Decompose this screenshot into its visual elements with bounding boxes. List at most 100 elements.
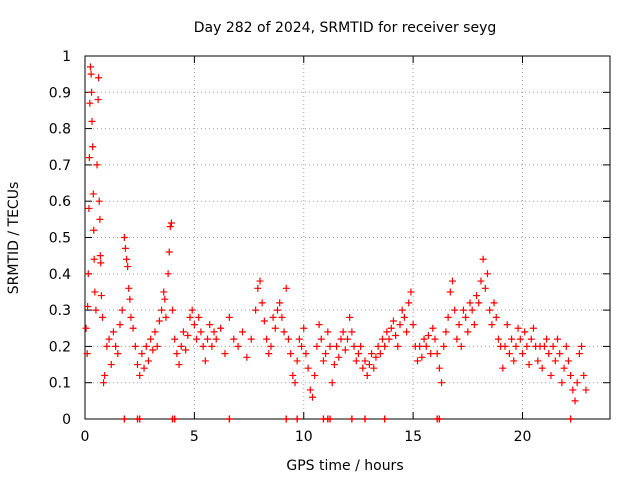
data-point — [91, 288, 99, 296]
data-point — [254, 284, 262, 292]
data-point — [195, 313, 203, 321]
baseline-point — [293, 415, 301, 423]
data-point — [330, 361, 338, 369]
data-point — [444, 313, 452, 321]
data-point — [562, 342, 570, 350]
data-point — [490, 299, 498, 307]
data-point — [155, 317, 163, 325]
data-point — [372, 353, 380, 361]
data-point — [529, 324, 537, 332]
data-point — [407, 288, 415, 296]
data-point — [184, 332, 192, 340]
data-point — [446, 288, 454, 296]
data-point — [82, 324, 90, 332]
data-point — [161, 295, 169, 303]
data-point — [438, 379, 446, 387]
data-point — [140, 364, 148, 372]
data-point — [95, 197, 103, 205]
data-point — [554, 335, 561, 343]
data-point — [217, 324, 225, 332]
data-point — [551, 357, 559, 365]
data-point — [424, 332, 432, 340]
data-point — [519, 350, 526, 358]
y-tick-label: 0.9 — [49, 85, 71, 101]
data-point — [278, 313, 286, 321]
data-point — [121, 244, 129, 252]
data-point — [97, 292, 105, 300]
data-point — [376, 350, 384, 358]
data-point — [481, 284, 489, 292]
baseline-markers — [120, 415, 575, 423]
data-point — [405, 299, 413, 307]
data-point — [543, 335, 551, 343]
baseline-point — [567, 415, 575, 423]
data-point — [341, 346, 349, 354]
data-point — [107, 361, 115, 369]
data-point — [90, 255, 98, 263]
data-point — [357, 342, 365, 350]
data-point — [523, 342, 531, 350]
data-point — [409, 321, 417, 329]
baseline-point — [120, 415, 128, 423]
data-point — [505, 350, 513, 358]
data-point — [221, 350, 229, 358]
data-point — [274, 306, 281, 314]
x-axis-label: GPS time / hours — [286, 458, 403, 474]
data-point — [234, 342, 242, 350]
data-point — [494, 335, 502, 343]
data-point — [508, 335, 516, 343]
data-point — [394, 342, 402, 350]
data-point — [125, 284, 133, 292]
data-point — [521, 328, 529, 336]
data-point — [435, 364, 443, 372]
data-point — [534, 357, 542, 365]
data-point — [295, 335, 303, 343]
x-tick-label: 5 — [190, 429, 199, 445]
data-point — [462, 313, 470, 321]
y-tick-label: 0.4 — [49, 267, 71, 283]
data-point — [398, 306, 406, 314]
data-point — [298, 342, 306, 350]
data-point — [427, 350, 435, 358]
baseline-point — [225, 415, 233, 423]
data-point — [464, 328, 472, 336]
data-point — [225, 313, 233, 321]
data-point — [109, 328, 117, 336]
data-point — [86, 63, 94, 71]
baseline-point — [326, 415, 334, 423]
data-point — [392, 332, 400, 340]
data-point — [459, 306, 467, 314]
data-point — [414, 357, 421, 365]
data-point — [564, 357, 572, 365]
baseline-point — [348, 415, 356, 423]
data-point — [267, 342, 275, 350]
data-point — [239, 328, 246, 336]
data-point — [287, 350, 295, 358]
grid-lines — [85, 56, 610, 419]
data-point — [92, 306, 100, 314]
data-point — [516, 335, 524, 343]
data-point — [422, 342, 430, 350]
data-point — [114, 350, 122, 358]
data-point — [171, 335, 179, 343]
data-point — [346, 313, 354, 321]
data-point — [300, 324, 308, 332]
data-point — [389, 317, 397, 325]
data-point — [319, 357, 327, 365]
data-point — [118, 306, 126, 314]
data-point — [304, 364, 312, 372]
data-point — [527, 335, 535, 343]
data-point — [468, 306, 476, 314]
y-tick-label: 0.5 — [49, 231, 71, 247]
data-point — [499, 364, 507, 372]
data-point — [558, 379, 566, 387]
data-point — [177, 342, 185, 350]
baseline-point — [282, 415, 290, 423]
data-point — [88, 88, 96, 96]
data-point — [322, 350, 330, 358]
y-tick-label: 0.8 — [49, 122, 71, 138]
data-point — [374, 342, 382, 350]
data-point — [182, 346, 190, 354]
data-point — [580, 371, 588, 379]
data-point — [400, 313, 408, 321]
